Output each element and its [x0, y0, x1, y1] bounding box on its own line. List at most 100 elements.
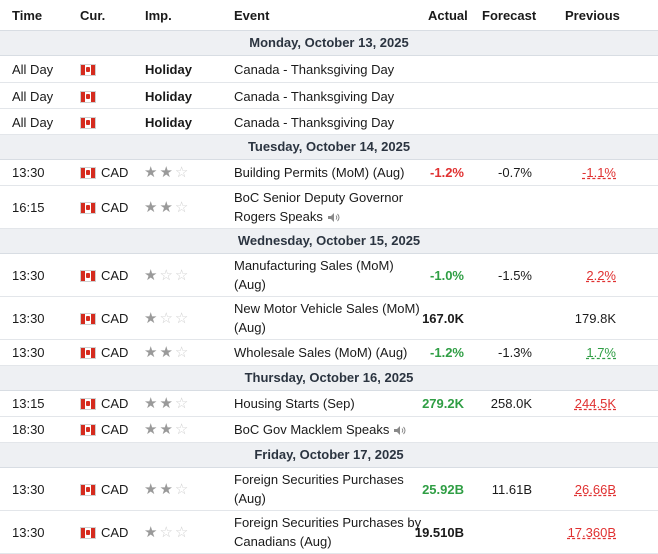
star-icon: ☆	[174, 199, 191, 216]
row-actual: -1.2%	[430, 345, 464, 360]
row-event[interactable]: Foreign Securities Purchases by Canadian…	[234, 513, 421, 551]
row-time: 13:30	[12, 345, 45, 360]
row-currency: CAD	[101, 482, 129, 497]
row-event-line1: Foreign Securities Purchases by	[234, 515, 422, 530]
row-actual: -1.2%	[430, 165, 464, 180]
row-event[interactable]: Foreign Securities Purchases (Aug)	[234, 470, 404, 508]
row-event[interactable]: BoC Senior Deputy Governor Rogers Speaks	[234, 188, 403, 226]
importance-stars: ★★☆	[144, 200, 190, 215]
day-header: Tuesday, October 14, 2025	[0, 135, 658, 160]
row-event[interactable]: Building Permits (MoM) (Aug)	[234, 165, 405, 180]
canada-flag-icon	[80, 91, 96, 103]
star-icon: ☆	[174, 524, 191, 541]
star-icon: ★	[159, 395, 175, 412]
row-event-text: BoC Gov Macklem Speaks	[234, 422, 390, 437]
col-importance-header[interactable]: Imp.	[145, 8, 172, 23]
star-icon: ☆	[174, 481, 191, 498]
row-event-line1: New Motor Vehicle Sales (MoM)	[234, 301, 420, 316]
col-previous-header[interactable]: Previous	[565, 8, 620, 23]
star-icon: ★	[144, 310, 160, 327]
row-currency: CAD	[101, 396, 129, 411]
row-event[interactable]: Canada - Thanksgiving Day	[234, 115, 395, 130]
importance-stars: ★★☆	[144, 396, 190, 411]
row-previous: 179.8K	[574, 311, 616, 326]
star-icon: ☆	[174, 267, 191, 284]
row-time: 13:15	[12, 396, 45, 411]
row-forecast: -0.7%	[498, 165, 532, 180]
row-forecast: 258.0K	[490, 396, 532, 411]
row-time: All Day	[12, 62, 54, 77]
star-icon: ☆	[174, 344, 191, 361]
table-row[interactable]: 13:30 CAD ★☆☆ Foreign Securities Purchas…	[0, 511, 658, 554]
col-event-header[interactable]: Event	[234, 8, 270, 23]
row-event-line1: Foreign Securities Purchases	[234, 472, 404, 487]
row-event[interactable]: New Motor Vehicle Sales (MoM) (Aug)	[234, 299, 420, 337]
importance-stars: ★★☆	[144, 345, 190, 360]
row-currency: CAD	[101, 200, 129, 215]
table-row[interactable]: 13:15 CAD ★★☆ Housing Starts (Sep) 279.2…	[0, 391, 658, 417]
col-currency-header[interactable]: Cur.	[80, 8, 106, 23]
table-row[interactable]: 18:30 CAD ★★☆ BoC Gov Macklem Speaks	[0, 417, 658, 443]
table-row[interactable]: All Day Holiday Canada - Thanksgiving Da…	[0, 109, 658, 135]
col-actual-header[interactable]: Actual	[428, 8, 468, 23]
row-event-line2: (Aug)	[234, 491, 266, 506]
canada-flag-icon	[80, 313, 96, 325]
row-currency: CAD	[101, 311, 129, 326]
table-row[interactable]: 13:30 CAD ★☆☆ New Motor Vehicle Sales (M…	[0, 297, 658, 340]
star-icon: ★	[144, 395, 160, 412]
row-event[interactable]: Manufacturing Sales (MoM) (Aug)	[234, 256, 394, 294]
canada-flag-icon	[80, 484, 96, 496]
star-icon: ★	[144, 481, 160, 498]
row-importance: Holiday	[145, 89, 192, 104]
row-time: 13:30	[12, 311, 45, 326]
row-time: 13:30	[12, 268, 45, 283]
row-event[interactable]: BoC Gov Macklem Speaks	[234, 422, 406, 437]
row-time: 13:30	[12, 482, 45, 497]
row-event[interactable]: Wholesale Sales (MoM) (Aug)	[234, 345, 408, 360]
row-currency: CAD	[101, 525, 129, 540]
col-time-header[interactable]: Time	[12, 8, 43, 23]
star-icon: ★	[159, 344, 175, 361]
row-time: All Day	[12, 89, 54, 104]
table-row[interactable]: 16:15 CAD ★★☆ BoC Senior Deputy Governor…	[0, 186, 658, 229]
row-actual: 25.92B	[422, 482, 464, 497]
row-time: 13:30	[12, 165, 45, 180]
star-icon: ☆	[174, 164, 191, 181]
day-header: Wednesday, October 15, 2025	[0, 229, 658, 254]
row-event[interactable]: Canada - Thanksgiving Day	[234, 89, 395, 104]
row-event[interactable]: Housing Starts (Sep)	[234, 396, 355, 411]
table-row[interactable]: 13:30 CAD ★★☆ Building Permits (MoM) (Au…	[0, 160, 658, 186]
row-event-line2: Canadians (Aug)	[234, 534, 332, 549]
table-row[interactable]: All Day Holiday Canada - Thanksgiving Da…	[0, 56, 658, 83]
day-header: Thursday, October 16, 2025	[0, 366, 658, 391]
star-icon: ☆	[159, 267, 175, 284]
row-previous: 2.2%	[586, 268, 616, 283]
col-forecast-header[interactable]: Forecast	[482, 8, 537, 23]
row-previous: 17.360B	[567, 525, 616, 540]
speaker-icon[interactable]	[327, 212, 340, 223]
row-time: 16:15	[12, 200, 45, 215]
row-forecast: 11.61B	[491, 482, 532, 497]
canada-flag-icon	[80, 202, 96, 214]
speaker-icon[interactable]	[393, 425, 406, 436]
row-event-line2: Rogers Speaks	[234, 209, 323, 224]
row-event[interactable]: Canada - Thanksgiving Day	[234, 62, 395, 77]
table-row[interactable]: 13:30 CAD ★★☆ Foreign Securities Purchas…	[0, 468, 658, 511]
row-currency: CAD	[101, 268, 129, 283]
canada-flag-icon	[80, 167, 96, 179]
row-actual: 279.2K	[422, 396, 464, 411]
row-forecast: -1.5%	[498, 268, 532, 283]
table-row[interactable]: 13:30 CAD ★☆☆ Manufacturing Sales (MoM) …	[0, 254, 658, 297]
star-icon: ☆	[174, 310, 191, 327]
row-previous: 244.5K	[574, 396, 616, 411]
table-row[interactable]: 13:30 CAD ★★☆ Wholesale Sales (MoM) (Aug…	[0, 340, 658, 366]
star-icon: ★	[159, 481, 175, 498]
canada-flag-icon	[80, 347, 96, 359]
table-row[interactable]: All Day Holiday Canada - Thanksgiving Da…	[0, 83, 658, 109]
importance-stars: ★☆☆	[144, 525, 190, 540]
star-icon: ★	[144, 267, 160, 284]
importance-stars: ★★☆	[144, 482, 190, 497]
row-importance: Holiday	[145, 62, 192, 77]
star-icon: ☆	[174, 421, 191, 438]
